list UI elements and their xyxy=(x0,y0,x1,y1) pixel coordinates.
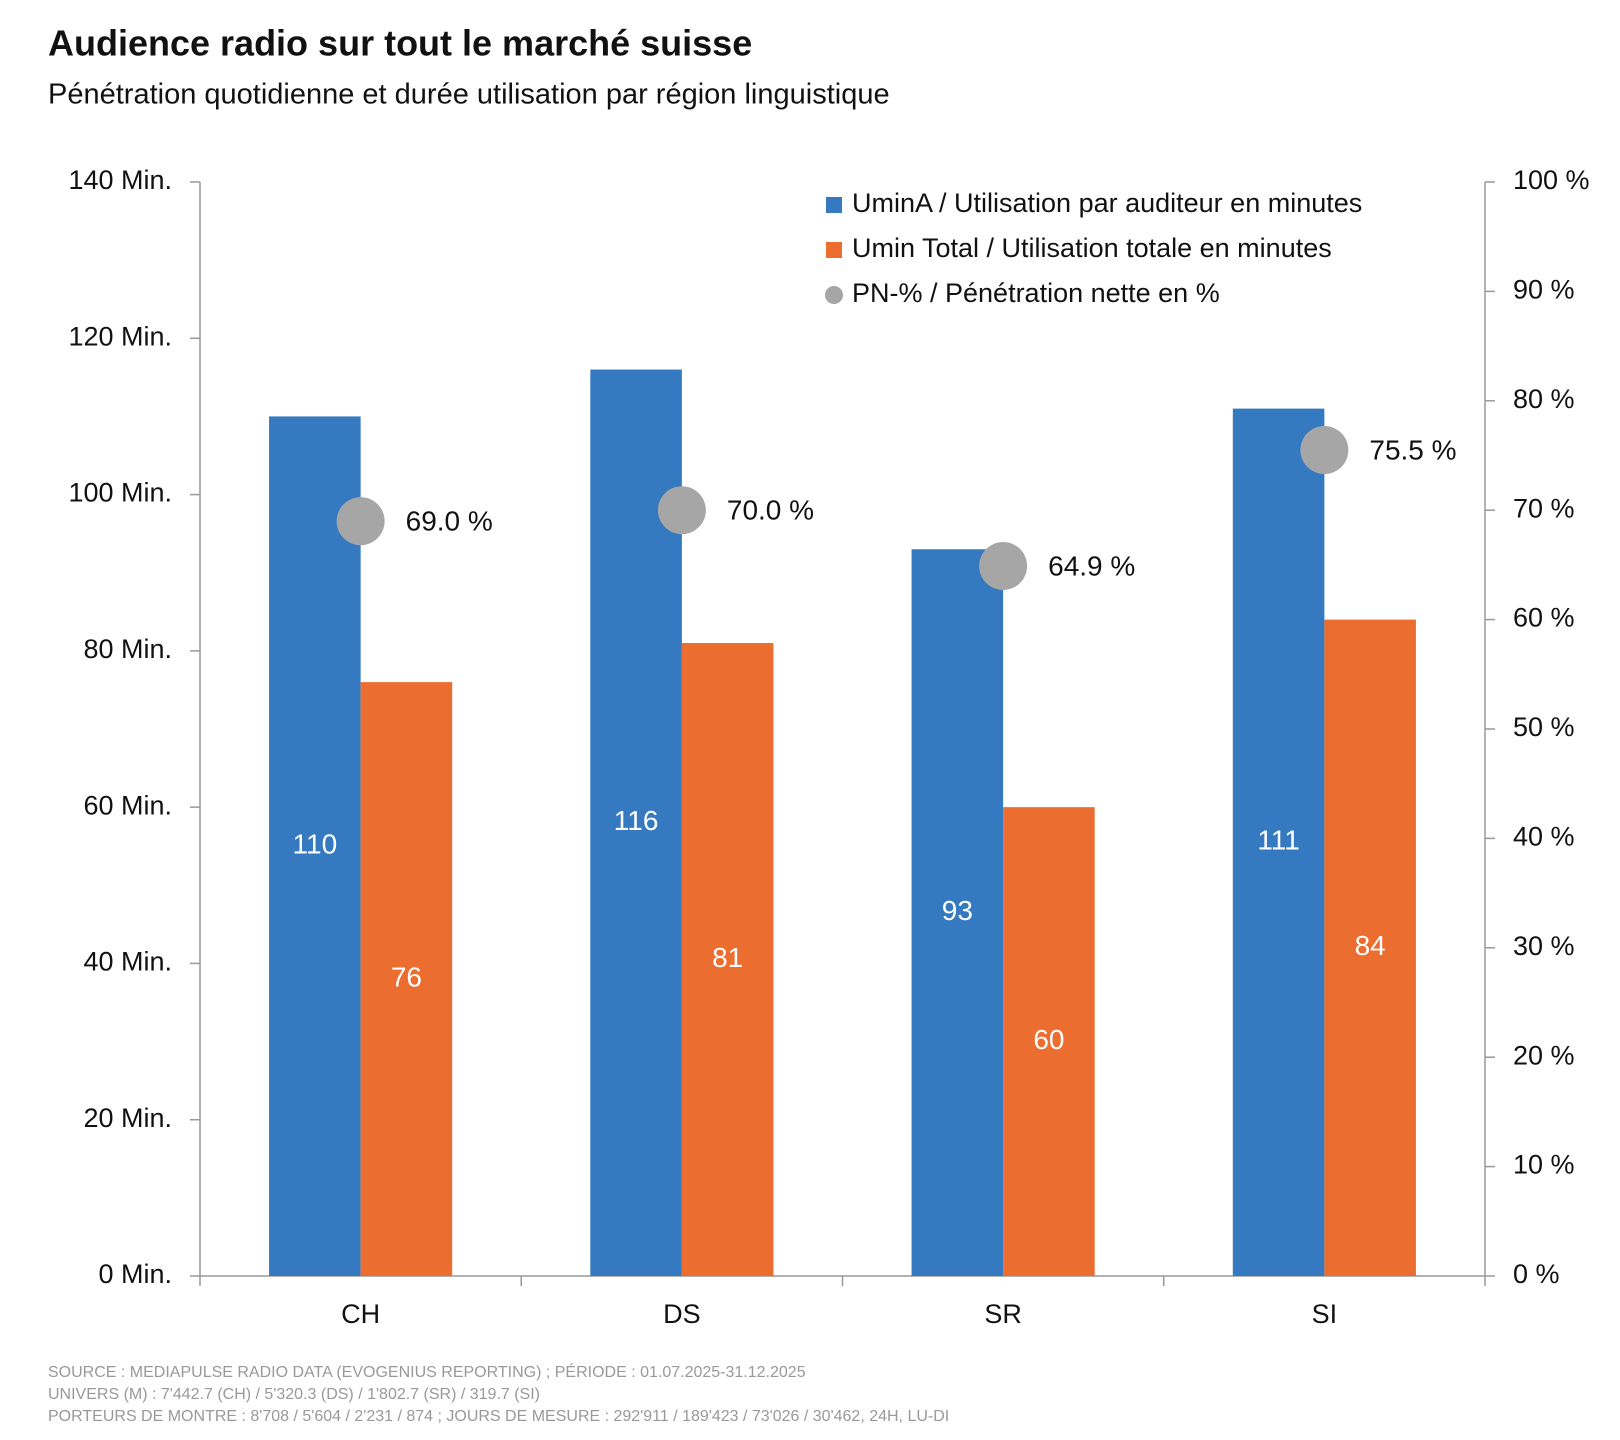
y2-tick-label: 90 % xyxy=(1513,275,1575,305)
dot xyxy=(336,497,385,546)
source-note: UNIVERS (M) : 7'442.7 (CH) / 5'320.3 (DS… xyxy=(48,1386,540,1403)
legend-swatch xyxy=(826,242,842,258)
y-tick-label: 0 Min. xyxy=(98,1259,172,1289)
y2-tick-label: 30 % xyxy=(1513,931,1575,961)
dot-value-label: 70.0 % xyxy=(727,495,814,526)
y2-tick-label: 20 % xyxy=(1513,1040,1575,1070)
x-tick-label: DS xyxy=(663,1299,701,1329)
chart-subtitle: Pénétration quotidienne et durée utilisa… xyxy=(48,79,890,111)
y-tick-label: 60 Min. xyxy=(83,790,172,820)
y-tick-label: 120 Min. xyxy=(68,321,172,351)
legend-label: PN-% / Pénétration nette en % xyxy=(852,278,1220,308)
dot xyxy=(1300,426,1349,475)
legend-label: Umin Total / Utilisation totale en minut… xyxy=(852,233,1332,263)
bar-value-label: 110 xyxy=(293,829,338,860)
bar xyxy=(360,682,453,1276)
y2-tick-label: 70 % xyxy=(1513,493,1575,523)
y-tick-label: 40 Min. xyxy=(83,947,172,977)
y-tick-label: 100 Min. xyxy=(68,478,172,508)
bar xyxy=(1232,408,1325,1277)
bar xyxy=(1324,619,1416,1276)
y2-tick-label: 100 % xyxy=(1513,165,1590,195)
y-tick-label: 140 Min. xyxy=(68,165,172,195)
chart-title: Audience radio sur tout le marché suisse xyxy=(48,23,752,64)
source-note: PORTEURS DE MONTRE : 8'708 / 5'604 / 2'2… xyxy=(48,1408,949,1425)
bar-value-label: 76 xyxy=(391,961,422,992)
bar xyxy=(1003,807,1095,1276)
bar-value-label: 116 xyxy=(614,805,659,836)
y-tick-label: 80 Min. xyxy=(83,634,172,664)
dot xyxy=(657,486,706,535)
legend-label: UminA / Utilisation par auditeur en minu… xyxy=(852,188,1362,218)
bar-value-label: 93 xyxy=(942,895,973,926)
bar-value-label: 111 xyxy=(1257,825,1300,856)
legend-swatch xyxy=(826,197,842,213)
x-tick-label: SI xyxy=(1312,1299,1338,1329)
bar-value-label: 84 xyxy=(1355,930,1386,961)
bar xyxy=(911,549,1004,1276)
dot-value-label: 75.5 % xyxy=(1369,434,1456,465)
x-tick-label: CH xyxy=(341,1299,380,1329)
bar-value-label: 81 xyxy=(712,942,743,973)
y2-tick-label: 50 % xyxy=(1513,712,1575,742)
y2-tick-label: 80 % xyxy=(1513,384,1575,414)
source-note: SOURCE : MEDIAPULSE RADIO DATA (EVOGENIU… xyxy=(48,1362,806,1381)
y2-tick-label: 10 % xyxy=(1513,1150,1575,1180)
y2-tick-label: 40 % xyxy=(1513,822,1575,852)
y2-tick-label: 0 % xyxy=(1513,1259,1560,1289)
legend-swatch xyxy=(825,286,843,304)
y-tick-label: 20 Min. xyxy=(83,1103,172,1133)
bar xyxy=(681,643,774,1276)
y2-tick-label: 60 % xyxy=(1513,603,1575,633)
dot xyxy=(979,541,1028,590)
dot-value-label: 64.9 % xyxy=(1048,550,1135,581)
bar-value-label: 60 xyxy=(1033,1024,1064,1055)
dot-value-label: 69.0 % xyxy=(406,506,493,537)
x-tick-label: SR xyxy=(984,1299,1022,1329)
bar xyxy=(269,416,361,1276)
